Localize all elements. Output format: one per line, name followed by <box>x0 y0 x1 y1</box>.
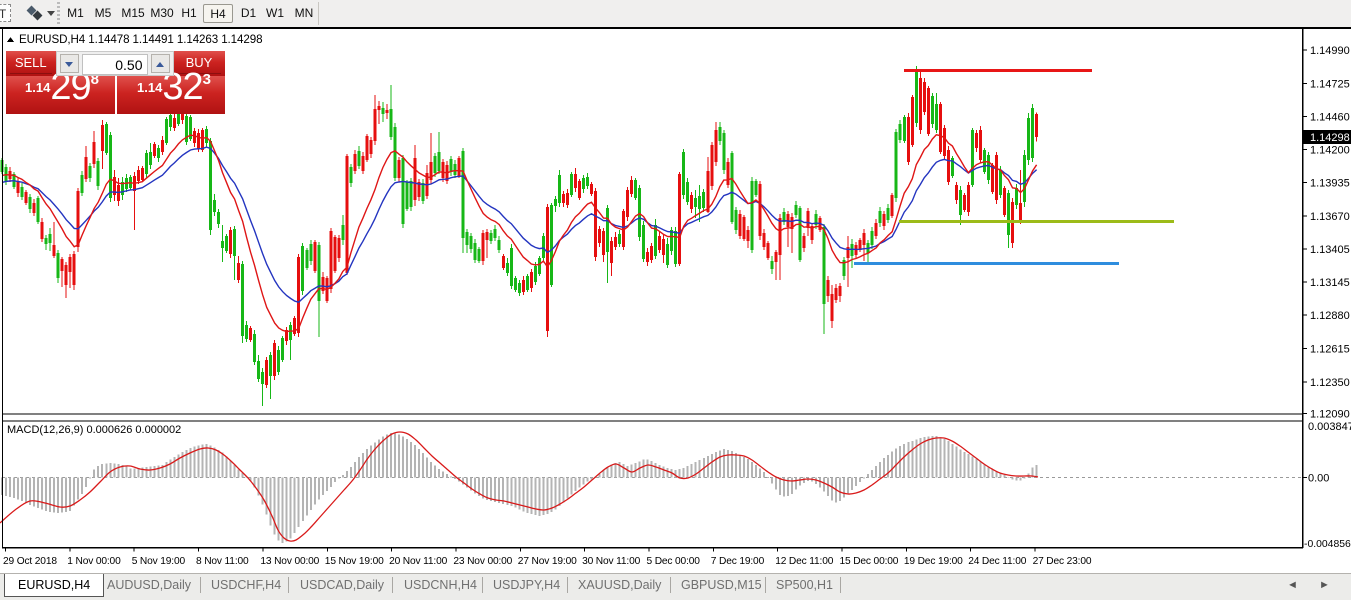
svg-text:27 Nov 19:00: 27 Nov 19:00 <box>518 556 577 567</box>
svg-text:19 Dec 19:00: 19 Dec 19:00 <box>904 556 963 567</box>
svg-text:12 Dec 11:00: 12 Dec 11:00 <box>775 556 834 567</box>
svg-text:30 Nov 11:00: 30 Nov 11:00 <box>582 556 641 567</box>
svg-text:1.12615: 1.12615 <box>1310 344 1350 356</box>
svg-text:1.13405: 1.13405 <box>1310 244 1350 256</box>
svg-text:8 Nov 11:00: 8 Nov 11:00 <box>196 556 249 567</box>
svg-text:1.12880: 1.12880 <box>1310 310 1350 322</box>
svg-text:27 Dec 23:00: 27 Dec 23:00 <box>1033 556 1092 567</box>
svg-text:1.13145: 1.13145 <box>1310 277 1350 289</box>
svg-text:15 Nov 19:00: 15 Nov 19:00 <box>325 556 384 567</box>
svg-text:1 Nov 00:00: 1 Nov 00:00 <box>67 556 121 567</box>
svg-text:EURUSD,H4 1.14478 1.14491 1.1: EURUSD,H4 1.14478 1.14491 1.14263 1.1429… <box>19 33 262 46</box>
svg-text:1.12090: 1.12090 <box>1310 409 1350 421</box>
svg-text:0.003847: 0.003847 <box>1308 421 1351 433</box>
svg-text:1.13670: 1.13670 <box>1310 211 1350 223</box>
svg-text:24 Dec 11:00: 24 Dec 11:00 <box>968 556 1027 567</box>
svg-text:1.14990: 1.14990 <box>1310 45 1350 57</box>
svg-text:1.12350: 1.12350 <box>1310 377 1350 389</box>
svg-text:29 Oct 2018: 29 Oct 2018 <box>3 556 57 567</box>
svg-text:-0.004856: -0.004856 <box>1304 539 1351 550</box>
svg-text:1.14200: 1.14200 <box>1310 144 1350 156</box>
svg-text:20 Nov 11:00: 20 Nov 11:00 <box>389 556 448 567</box>
svg-text:1.14460: 1.14460 <box>1310 112 1350 124</box>
svg-text:MACD(12,26,9) 0.000626 0.00000: MACD(12,26,9) 0.000626 0.000002 <box>7 424 181 436</box>
svg-text:23 Nov 00:00: 23 Nov 00:00 <box>453 556 512 567</box>
svg-text:7 Dec 19:00: 7 Dec 19:00 <box>711 556 765 567</box>
svg-text:5 Dec 00:00: 5 Dec 00:00 <box>647 556 701 567</box>
svg-text:1.13935: 1.13935 <box>1310 178 1350 190</box>
svg-text:13 Nov 00:00: 13 Nov 00:00 <box>260 556 319 567</box>
svg-text:15 Dec 00:00: 15 Dec 00:00 <box>840 556 899 567</box>
svg-text:5 Nov 19:00: 5 Nov 19:00 <box>132 556 186 567</box>
svg-text:0.00: 0.00 <box>1308 473 1329 485</box>
svg-text:1.14725: 1.14725 <box>1310 78 1350 90</box>
svg-text:1.14298: 1.14298 <box>1310 132 1350 144</box>
